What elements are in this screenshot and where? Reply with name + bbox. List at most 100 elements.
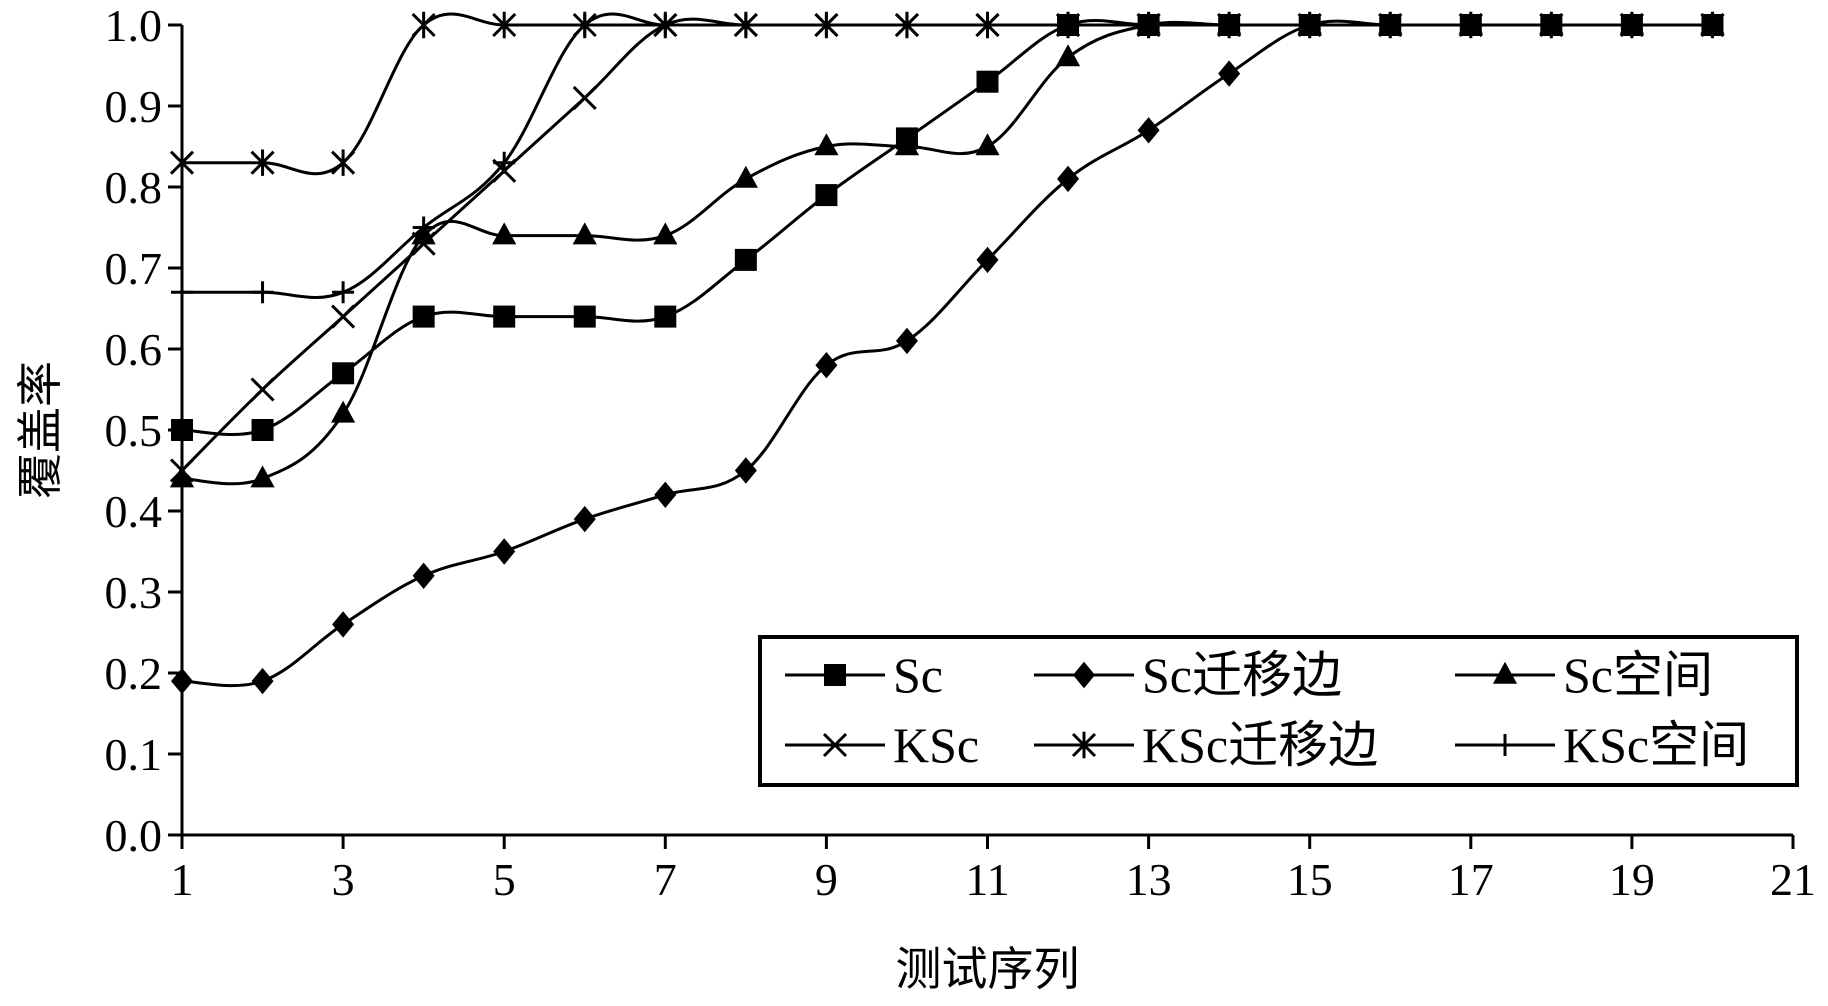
data-point-diamond [573,505,596,533]
data-point-square [412,305,435,328]
y-axis-ticks: 0.0 0.1 0.2 0.3 0.4 0.5 0.6 0.7 0.8 0.9 1.0 [105,0,182,861]
legend-item: KSc空间 [1455,717,1749,773]
data-point-triangle [653,222,678,245]
data-point-diamond [976,246,999,274]
data-point-plus [1379,14,1402,36]
data-point-triangle [975,133,1000,156]
data-point-diamond [815,352,838,379]
series-2 [169,11,1725,488]
data-point-triangle [492,222,517,245]
x-tick-label: 7 [654,854,677,905]
data-point-plus [1218,14,1241,36]
legend-label: KSc [893,717,979,773]
x-axis-ticks: 1 3 5 7 9 11 13 15 17 19 21 [171,835,1816,905]
legend-item: KSc [785,717,979,773]
data-point-plus [976,14,999,36]
data-point-square [824,664,846,686]
legend-item: Sc [785,647,943,703]
data-point-plus [1540,14,1563,36]
data-point-triangle [814,133,839,156]
data-point-asterisk [492,11,517,39]
axes-layer: 1 3 5 7 9 11 13 15 17 19 21 0.00.10.20.30.40.50.60… [105,0,1817,905]
x-tick-label: 17 [1448,854,1494,905]
x-tick-label: 13 [1126,854,1172,905]
data-point-square [251,419,274,441]
data-point-square [493,305,516,328]
data-point-diamond [1137,117,1160,144]
y-tick-label: 0.2 [105,648,163,699]
data-point-plus [1701,14,1724,36]
data-point-triangle [572,222,597,245]
data-point-x [572,85,597,110]
data-point-diamond [251,667,274,695]
x-tick-label: 9 [815,854,838,905]
data-point-asterisk [331,149,356,176]
data-point-asterisk [1071,731,1097,759]
legend-label: KSc迁移边 [1142,717,1378,773]
legend-label: Sc空间 [1563,647,1713,703]
y-tick-label: 0.0 [105,810,163,861]
data-point-asterisk [250,149,275,176]
data-point-plus [895,14,918,36]
data-point-square [332,362,355,385]
data-point-triangle [894,133,920,156]
data-point-plus [1137,14,1160,36]
y-tick-label: 0.6 [105,324,163,375]
data-point-plus [1620,14,1643,36]
data-point-triangle [1055,44,1081,67]
series-1 [171,11,1724,695]
data-point-diamond [332,611,355,638]
data-point-triangle [1492,661,1518,684]
data-point-diamond [1218,60,1241,87]
y-tick-label: 0.4 [105,486,163,537]
y-tick-label: 0.8 [105,162,163,213]
data-point-plus [493,151,516,174]
data-point-plus [1494,734,1516,756]
series-line [181,19,1713,688]
data-point-plus [734,14,757,36]
legend-box [758,635,1799,787]
data-point-plus [1057,14,1080,36]
data-point-square [573,305,596,328]
y-tick-label: 0.7 [105,243,163,294]
x-tick-label: 15 [1287,854,1333,905]
legend-label: KSc空间 [1563,717,1749,773]
data-point-triangle [733,165,758,188]
data-point-x [411,231,436,256]
series-line [182,12,1713,176]
data-point-plus [412,216,435,239]
x-tick-label: 11 [965,854,1009,905]
data-point-diamond [1057,165,1080,193]
y-axis-title: 覆盖率 [15,361,66,499]
data-point-asterisk [411,11,436,39]
legend-item: Sc空间 [1455,647,1713,703]
data-point-plus [332,281,355,304]
legend-label: Sc迁移边 [1142,647,1342,703]
data-point-x [250,377,275,402]
series-3 [169,12,1725,483]
data-point-diamond [493,538,516,565]
data-point-plus [1298,14,1321,36]
legend-item: KSc迁移边 [1034,717,1378,773]
y-tick-label: 0.1 [105,729,163,780]
data-point-square [654,305,677,328]
data-point-diamond [734,457,757,484]
data-point-x [331,304,356,329]
series-line [180,17,1713,472]
data-point-square [815,184,838,207]
y-tick-label: 0.5 [105,405,163,456]
legend-label: Sc [893,647,943,703]
data-point-diamond [895,327,918,355]
data-point-diamond [654,481,677,508]
data-point-diamond [1073,661,1095,689]
data-point-plus [654,14,677,36]
data-point-square [976,70,999,93]
data-point-square [734,248,757,271]
x-tick-label: 1 [171,854,194,905]
x-tick-label: 3 [332,854,355,905]
data-point-triangle [331,400,356,423]
series-line [181,18,1713,437]
series-layer [169,11,1725,695]
